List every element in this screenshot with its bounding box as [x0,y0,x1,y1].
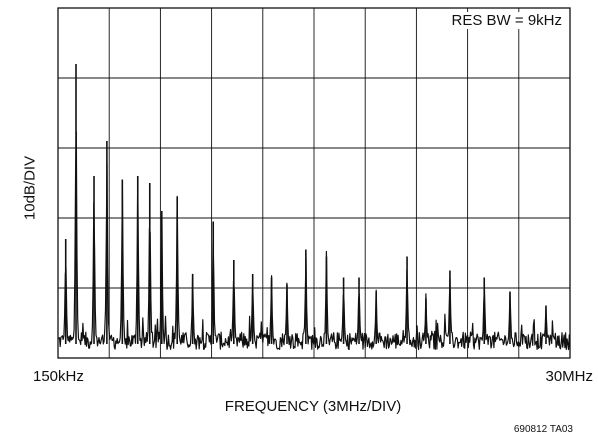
res-bw-annotation: RES BW = 9kHz [449,12,564,29]
x-tick-label-start: 150kHz [33,368,84,385]
grid [57,7,571,359]
figure-id: 690812 TA03 [513,424,573,435]
x-tick-label-end: 30MHz [545,368,593,385]
spectrum-trace [57,131,571,351]
x-axis-label: FREQUENCY (3MHz/DIV) [224,398,402,415]
y-axis-label: 10dB/DIV [21,155,39,221]
